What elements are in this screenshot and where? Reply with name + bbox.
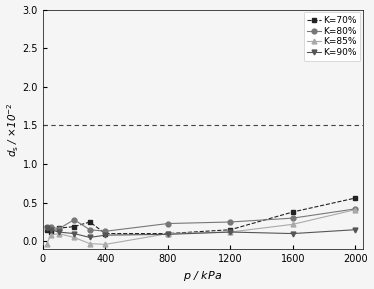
- Line: K=90%: K=90%: [45, 226, 358, 240]
- K=70%: [166, 232, 170, 235]
- K=85%: [103, 243, 108, 246]
- K=70%: [56, 227, 61, 230]
- K=70%: [353, 196, 358, 200]
- K=90%: [49, 228, 53, 231]
- K=80%: [72, 218, 76, 221]
- K=70%: [49, 230, 53, 234]
- K=70%: [45, 228, 49, 231]
- K=85%: [353, 208, 358, 211]
- K=85%: [72, 236, 76, 239]
- K=90%: [88, 236, 92, 239]
- Legend: K=70%, K=80%, K=85%, K=90%: K=70%, K=80%, K=85%, K=90%: [304, 12, 361, 61]
- K=90%: [45, 227, 49, 230]
- K=90%: [291, 232, 295, 235]
- K=80%: [353, 207, 358, 211]
- K=80%: [228, 220, 233, 224]
- K=80%: [166, 222, 170, 225]
- K=90%: [103, 234, 108, 237]
- Y-axis label: $d_{\rm s}$ / $\times$10$^{-2}$: $d_{\rm s}$ / $\times$10$^{-2}$: [6, 102, 21, 157]
- K=85%: [88, 242, 92, 245]
- K=85%: [56, 232, 61, 235]
- Line: K=70%: K=70%: [45, 196, 358, 236]
- K=70%: [72, 225, 76, 228]
- K=70%: [228, 228, 233, 231]
- K=85%: [166, 232, 170, 235]
- X-axis label: $p$ / kPa: $p$ / kPa: [184, 269, 223, 284]
- K=80%: [56, 227, 61, 231]
- K=80%: [45, 226, 49, 229]
- K=85%: [49, 234, 53, 237]
- K=90%: [228, 230, 233, 234]
- K=70%: [88, 220, 92, 224]
- K=80%: [49, 225, 53, 228]
- K=85%: [291, 223, 295, 226]
- K=90%: [56, 230, 61, 234]
- K=90%: [353, 228, 358, 231]
- K=70%: [291, 210, 295, 214]
- K=85%: [45, 242, 49, 245]
- K=85%: [228, 230, 233, 234]
- K=80%: [88, 228, 92, 231]
- K=90%: [166, 233, 170, 236]
- Line: K=80%: K=80%: [45, 206, 358, 234]
- K=80%: [291, 216, 295, 220]
- K=70%: [103, 232, 108, 235]
- K=90%: [72, 232, 76, 235]
- Line: K=85%: K=85%: [45, 207, 358, 247]
- K=80%: [103, 229, 108, 233]
